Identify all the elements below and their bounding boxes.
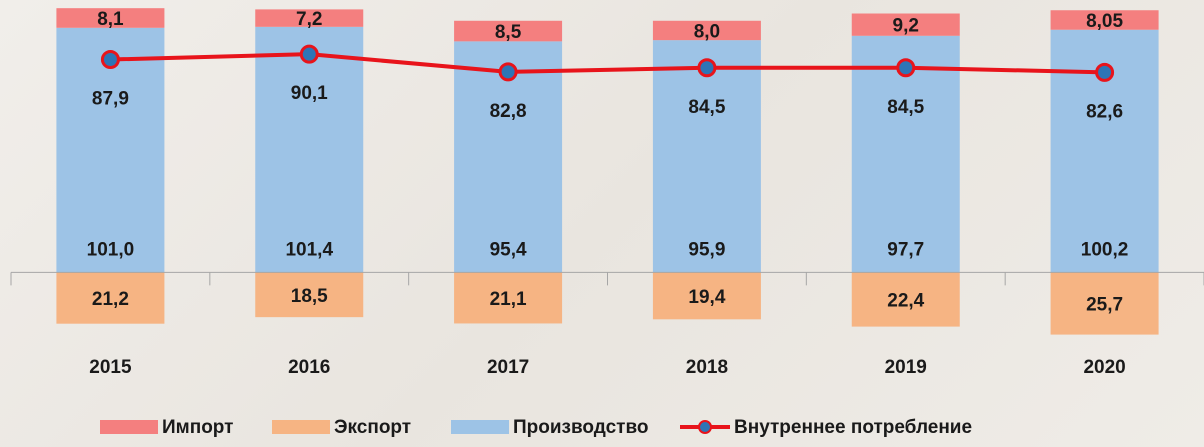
data-label: 7,2 — [296, 9, 322, 30]
data-label: 97,7 — [887, 239, 924, 260]
data-label: 21,2 — [92, 289, 129, 310]
x-tick-label: 2020 — [1083, 357, 1125, 378]
data-label: 21,1 — [490, 289, 527, 310]
bar-segment — [851, 272, 960, 327]
bar-segment — [255, 272, 364, 318]
bar-segment — [454, 272, 563, 324]
data-label: 82,8 — [490, 101, 527, 122]
data-label: 25,7 — [1086, 294, 1123, 315]
line-marker — [100, 50, 120, 70]
x-tick-label: 2017 — [487, 357, 529, 378]
x-tick-label: 2016 — [288, 357, 330, 378]
line-marker — [1095, 62, 1115, 82]
bar-segment — [851, 13, 960, 36]
x-tick-label: 2018 — [686, 357, 728, 378]
legend-swatch — [451, 420, 509, 434]
bar-segment — [454, 20, 563, 42]
legend-label: Внутреннее потребление — [734, 417, 972, 438]
x-tick-label: 2019 — [885, 357, 927, 378]
data-label: 8,0 — [694, 21, 720, 42]
bar-segment — [652, 20, 761, 41]
bar-segment — [255, 26, 364, 273]
line-marker — [697, 58, 717, 78]
line-marker — [896, 58, 916, 78]
legend-label: Производство — [513, 417, 649, 438]
line-marker — [498, 62, 518, 82]
data-label: 101,0 — [87, 239, 135, 260]
legend-label: Экспорт — [334, 417, 411, 438]
line — [110, 52, 1105, 75]
data-label: 100,2 — [1081, 239, 1129, 260]
bar-segment — [56, 8, 165, 28]
data-label: 9,2 — [893, 16, 919, 37]
data-label: 84,5 — [887, 97, 924, 118]
legend-swatch — [698, 420, 712, 434]
bar-segment — [255, 9, 364, 27]
data-label: 101,4 — [285, 239, 333, 260]
bar-segment — [1050, 10, 1159, 30]
data-label: 90,1 — [291, 83, 328, 104]
data-label: 8,1 — [97, 9, 124, 30]
x-tick-label: 2015 — [89, 357, 132, 378]
data-label: 82,6 — [1086, 101, 1123, 122]
bar-segment — [56, 272, 165, 324]
legend-label: Импорт — [162, 417, 233, 438]
line-marker — [299, 44, 319, 64]
legend-swatch — [272, 420, 330, 434]
data-label: 84,5 — [688, 97, 725, 118]
data-label: 8,05 — [1086, 11, 1123, 32]
bar-segment — [1050, 272, 1159, 335]
data-label: 8,5 — [495, 22, 522, 43]
bar-segment — [652, 272, 761, 320]
legend-swatch — [100, 420, 158, 434]
data-label: 95,9 — [688, 239, 725, 260]
data-label: 95,4 — [490, 239, 527, 260]
data-label: 19,4 — [688, 287, 725, 308]
data-label: 87,9 — [92, 89, 129, 110]
data-label: 18,5 — [291, 286, 328, 307]
bar-segment — [652, 40, 761, 273]
data-label: 22,4 — [887, 290, 924, 311]
